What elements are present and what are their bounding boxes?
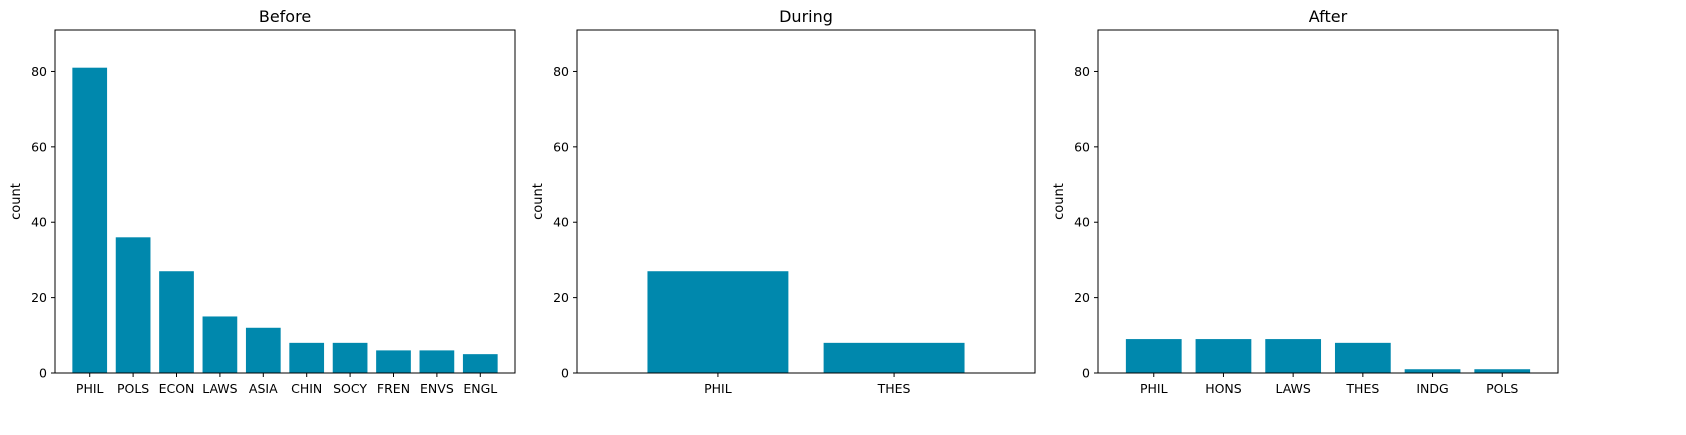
y-tick-label: 60 <box>31 139 47 154</box>
y-tick-label: 80 <box>1074 64 1090 79</box>
x-tick-label: ECON <box>159 381 195 396</box>
x-tick-label: SOCY <box>333 381 367 396</box>
y-axis-label: count <box>531 183 546 220</box>
bar-laws <box>1265 339 1322 373</box>
chart-title: After <box>1309 7 1348 26</box>
x-tick-label: PHIL <box>704 381 732 396</box>
y-tick-label: 20 <box>1074 290 1090 305</box>
bar-phil <box>647 271 789 373</box>
x-tick-label: LAWS <box>202 381 237 396</box>
chart-panel-before: 0 20 40 60 80 PHIL POLS ECON LAWS ASIA CHIN SOCY FRE… <box>9 7 516 396</box>
bar-econ <box>159 271 194 373</box>
x-tick-label: POLS <box>117 381 149 396</box>
y-tick-label: 80 <box>31 64 47 79</box>
bar-engl <box>462 354 498 373</box>
y-axis-label: count <box>1052 183 1067 220</box>
y-tick-label: 60 <box>1074 139 1090 154</box>
x-tick-label: THES <box>877 381 911 396</box>
bar-envs <box>419 350 455 373</box>
y-tick-label: 80 <box>553 64 569 79</box>
x-tick-label: ENVS <box>420 381 454 396</box>
y-tick-label: 40 <box>1074 215 1090 230</box>
x-tick-label: PHIL <box>76 381 104 396</box>
x-tick-label: INDG <box>1416 381 1448 396</box>
bar-hons <box>1195 339 1252 373</box>
bar-thes <box>823 342 965 373</box>
bar-pols <box>1474 369 1531 373</box>
chart-title: Before <box>259 7 311 26</box>
chart-panel-after: 0 20 40 60 80 PHIL HONS LAWS THES INDG POLS After co… <box>1052 7 1559 396</box>
bar-fren <box>376 350 411 373</box>
bar-asia <box>245 327 281 373</box>
y-axis-label: count <box>9 183 24 220</box>
x-tick-label: ENGL <box>463 381 497 396</box>
bar-indg <box>1404 369 1461 373</box>
bar-pols <box>115 237 151 373</box>
bar-thes <box>1334 342 1391 373</box>
axes-frame <box>576 29 1036 374</box>
bar-socy <box>332 342 368 373</box>
y-tick-label: 0 <box>561 366 569 381</box>
y-tick-label: 0 <box>1082 366 1090 381</box>
x-tick-label: ASIA <box>249 381 278 396</box>
y-tick-label: 40 <box>31 215 47 230</box>
axes-frame <box>54 29 516 374</box>
y-tick-label: 20 <box>553 290 569 305</box>
y-tick-label: 40 <box>553 215 569 230</box>
x-tick-label: CHIN <box>291 381 322 396</box>
x-tick-label: POLS <box>1486 381 1518 396</box>
x-tick-label: FREN <box>377 381 410 396</box>
y-tick-label: 0 <box>39 366 47 381</box>
x-tick-label: THES <box>1345 381 1379 396</box>
axes-frame <box>1097 29 1559 374</box>
x-tick-label: HONS <box>1205 381 1242 396</box>
bar-chin <box>289 342 325 373</box>
chart-title: During <box>779 7 833 26</box>
x-tick-label: PHIL <box>1140 381 1168 396</box>
y-tick-label: 60 <box>553 139 569 154</box>
y-tick-label: 20 <box>31 290 47 305</box>
x-tick-label: LAWS <box>1275 381 1310 396</box>
bar-phil <box>1125 339 1182 373</box>
bar-phil <box>72 67 108 373</box>
chart-panel-during: 0 20 40 60 80 PHIL THES During count <box>531 7 1036 396</box>
bar-laws <box>202 316 238 373</box>
